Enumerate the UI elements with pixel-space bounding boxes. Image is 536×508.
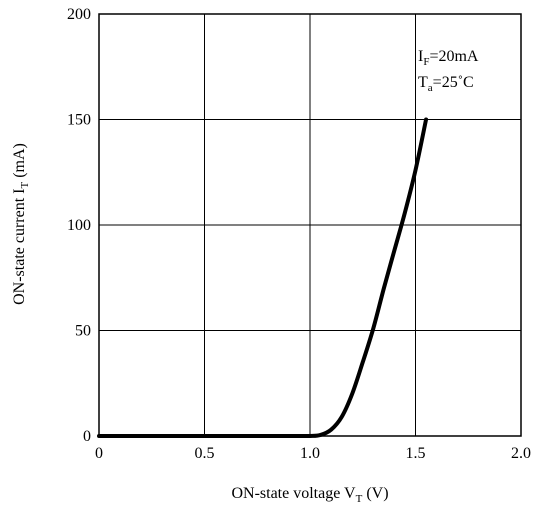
annotation-forward-current-rest: =20mA [429,48,478,65]
x-tick-label: 1.5 [406,445,426,462]
y-axis-label-unit: (mA) [11,143,28,182]
annotation-forward-current-main: I [418,48,423,65]
annotation-temperature-sub: a [428,82,433,94]
series-line [97,117,429,439]
annotation-temperature-rest: =25˚C [433,74,474,91]
x-tick-label: 0 [95,445,103,462]
x-tick-label: 2.0 [511,445,531,462]
y-axis-label: ON-state current IT (mA) [11,143,31,305]
y-tick-label: 100 [67,217,91,234]
y-tick-label: 50 [75,323,91,340]
annotation-temperature: Ta=25˚C [418,74,474,94]
y-tick-labels: 0 50 100 150 200 [67,6,91,445]
x-tick-label: 0.5 [195,445,215,462]
x-axis-label-sub: T [356,493,363,505]
y-tick-label: 0 [83,428,91,445]
x-axis-label-unit: (V) [362,485,388,502]
x-tick-labels: 0 0.5 1.0 1.5 2.0 [95,445,531,462]
x-tick-label: 1.0 [300,445,320,462]
y-tick-label: 200 [67,6,91,23]
annotation-forward-current: IF=20mA [418,48,479,68]
y-axis-label-sub: T [19,182,31,189]
x-axis-label: ON-state voltage VT (V) [231,485,388,505]
annotation-forward-current-sub: F [423,56,429,68]
y-axis-label-main: ON-state current I [11,189,28,305]
y-tick-label: 150 [67,112,91,129]
x-axis-label-main: ON-state voltage V [231,485,356,502]
annotation-temperature-main: T [418,74,428,91]
